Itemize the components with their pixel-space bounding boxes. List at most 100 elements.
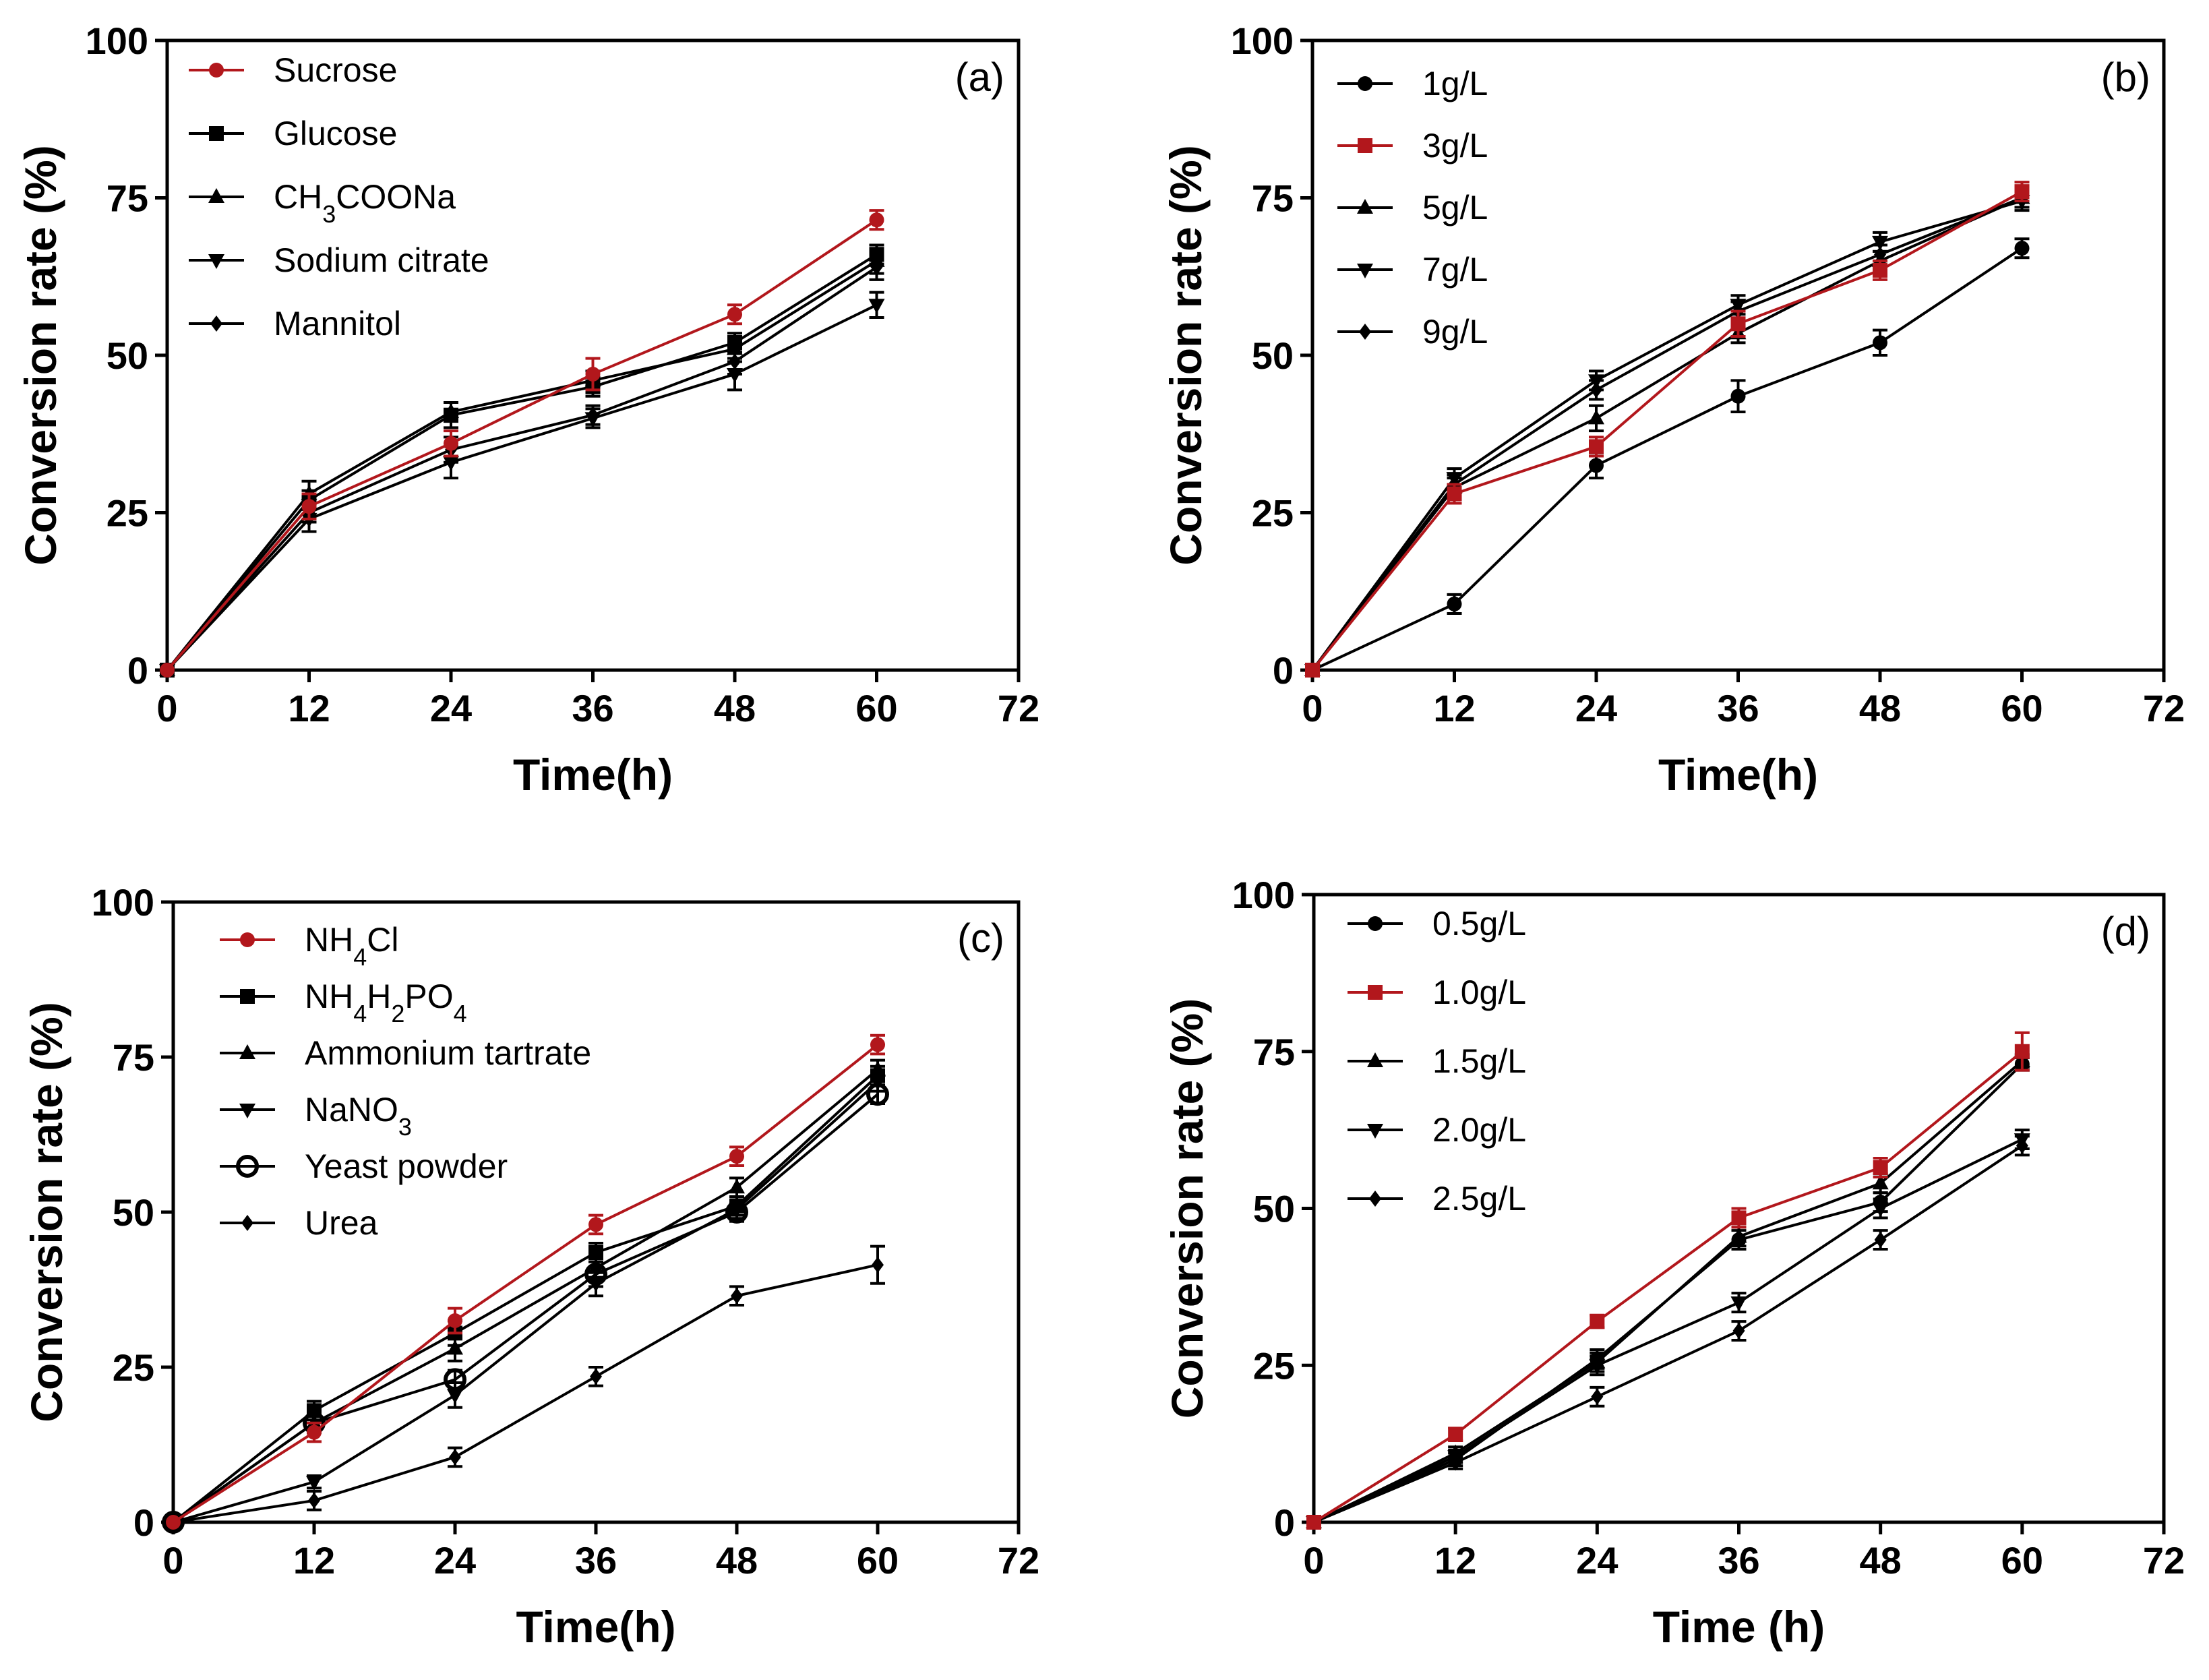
series-line xyxy=(166,218,878,671)
series-line xyxy=(166,260,878,671)
legend-label: 1g/L xyxy=(1422,65,1488,102)
x-tick-label: 48 xyxy=(1859,687,1901,729)
x-tick-label: 60 xyxy=(2001,687,2042,729)
legend: Sucrose Glucose CH3COONa Sodium citrate Mann… xyxy=(189,51,489,342)
legend-label: 5g/L xyxy=(1422,189,1488,227)
data-point xyxy=(590,1368,602,1385)
x-tick-label: 0 xyxy=(156,687,177,729)
x-tick-label: 12 xyxy=(1433,687,1475,729)
x-tick-label: 36 xyxy=(1718,1539,1759,1582)
data-point xyxy=(1872,1202,1889,1218)
data-point xyxy=(1730,388,1746,404)
series-line xyxy=(1313,1062,2024,1524)
legend-marker xyxy=(239,1104,255,1118)
data-point xyxy=(1873,262,1887,278)
legend-item: 7g/L xyxy=(1337,251,1488,289)
legend-marker xyxy=(209,63,224,78)
panel-b: 0 12 24 36 48 60 72 0 25 50 75 100 Time(h) Conversion… xyxy=(1161,20,2185,800)
data-point xyxy=(1730,1228,1747,1243)
y-axis-title: Conversion rate (%) xyxy=(22,1002,71,1422)
data-point xyxy=(306,1476,322,1491)
legend-marker xyxy=(1369,1191,1381,1207)
data-point xyxy=(1448,1427,1463,1442)
y-tick-label: 100 xyxy=(86,20,148,62)
data-point xyxy=(870,1037,885,1052)
legend-label: Sodium citrate xyxy=(274,241,489,279)
series-line xyxy=(1312,1050,2024,1524)
y-tick-label: 25 xyxy=(1252,492,1294,535)
plot-frame xyxy=(171,900,1021,1524)
y-tick-label: 25 xyxy=(113,1346,154,1389)
legend-item: Urea xyxy=(220,1204,378,1242)
legend-item: 1.0g/L xyxy=(1348,973,1526,1011)
x-tick-label: 36 xyxy=(572,687,613,729)
data-point xyxy=(1589,439,1604,454)
series-line xyxy=(172,1093,879,1524)
legend-item: 0.5g/L xyxy=(1348,905,1526,942)
data-point xyxy=(1306,1515,1321,1530)
x-tick-label: 24 xyxy=(434,1539,476,1582)
data-point xyxy=(1730,1296,1747,1312)
series-line xyxy=(1311,200,2023,671)
x-tick-label: 12 xyxy=(1434,1539,1476,1582)
x-tick-label: 24 xyxy=(1575,687,1617,729)
data-point xyxy=(1873,335,1887,351)
y-tick-label: 50 xyxy=(107,334,148,377)
y-tick-label: 25 xyxy=(107,492,148,535)
x-tick-label: 12 xyxy=(288,687,330,729)
series-line xyxy=(1311,190,2023,671)
data-point xyxy=(1874,246,1886,263)
series-nh4h2po4 xyxy=(166,1064,885,1530)
legend-label: NaNO3 xyxy=(305,1091,412,1141)
data-point xyxy=(725,1201,748,1224)
data-point xyxy=(2016,1137,2028,1154)
series-1g-l xyxy=(1305,237,2030,678)
x-tick-label: 36 xyxy=(1717,687,1759,729)
series-1-0g-l xyxy=(1306,1031,2030,1530)
legend-item: Yeast powder xyxy=(220,1147,508,1185)
legend-marker xyxy=(208,254,224,269)
legend-item: NH4Cl xyxy=(220,921,398,971)
x-tick-label: 48 xyxy=(714,687,756,729)
legend-item: 2.0g/L xyxy=(1348,1111,1526,1149)
series-2-0g-l xyxy=(1306,1129,2030,1531)
y-tick-label: 75 xyxy=(107,177,148,220)
x-tick-label: 24 xyxy=(1576,1539,1618,1582)
legend-marker xyxy=(240,989,255,1004)
data-point xyxy=(869,212,884,228)
x-axis-title: Time(h) xyxy=(513,750,673,800)
legend: 1g/L 3g/L 5g/L 7g/L 9g/L xyxy=(1337,65,1488,351)
x-tick-label: 24 xyxy=(430,687,472,729)
data-point xyxy=(1590,382,1602,398)
series-line xyxy=(166,266,878,671)
data-point xyxy=(866,1083,889,1106)
series-line xyxy=(1311,196,2023,671)
data-point xyxy=(729,353,741,370)
x-tick-label: 0 xyxy=(1303,1539,1324,1582)
data-point xyxy=(588,1217,603,1232)
data-point xyxy=(447,1340,463,1355)
legend-label: 2.5g/L xyxy=(1432,1180,1526,1218)
series-line xyxy=(172,1075,879,1524)
series-7g-l xyxy=(1304,190,2030,679)
x-tick-label: 60 xyxy=(2001,1539,2043,1582)
x-tick-label: 60 xyxy=(857,1539,899,1582)
panel-tag: (c) xyxy=(957,916,1004,961)
legend-item: Ammonium tartrate xyxy=(220,1034,591,1072)
data-point xyxy=(1590,1314,1605,1329)
legend-item: CH3COONa xyxy=(189,178,456,228)
data-point xyxy=(2014,184,2030,200)
x-tick-label: 72 xyxy=(998,687,1039,729)
y-tick-label: 0 xyxy=(127,649,148,692)
x-tick-label: 72 xyxy=(998,1539,1039,1582)
legend-marker xyxy=(208,188,224,203)
data-point xyxy=(870,259,883,276)
data-point xyxy=(584,1263,607,1286)
data-point xyxy=(1872,235,1888,251)
data-point xyxy=(1447,486,1462,502)
legend-item: Sodium citrate xyxy=(189,241,489,279)
series-9g-l xyxy=(1306,187,2030,678)
data-point xyxy=(449,1449,461,1466)
x-tick-label: 60 xyxy=(855,687,897,729)
